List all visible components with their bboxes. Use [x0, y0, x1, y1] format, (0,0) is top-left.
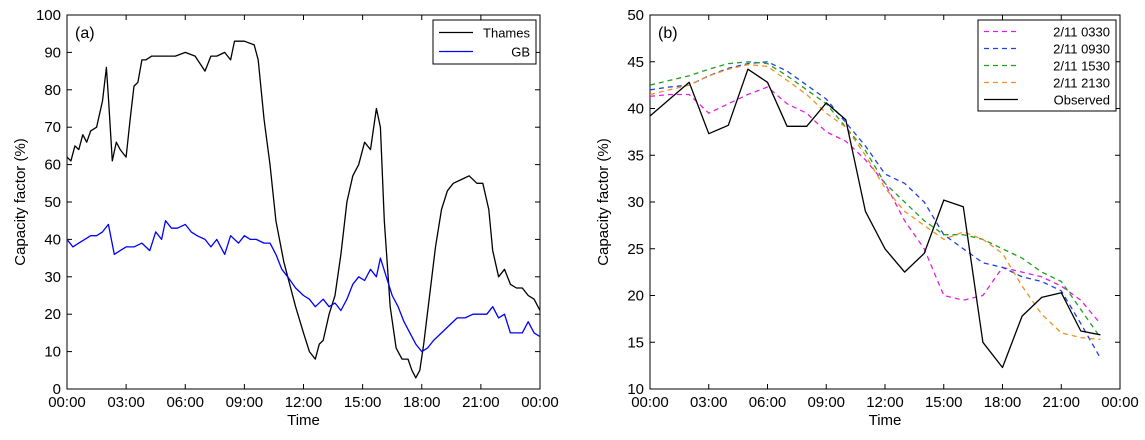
legend-entry-label: 2/11 0330	[1053, 25, 1110, 40]
x-tick-label: 09:00	[226, 394, 264, 411]
y-tick-label: 0	[53, 381, 61, 398]
y-axis-label: Capacity factor (%)	[595, 138, 612, 266]
x-tick-label: 03:00	[690, 394, 728, 411]
y-tick-label: 40	[44, 231, 61, 248]
legend-entry-label: Thames	[483, 26, 530, 41]
y-tick-label: 60	[44, 157, 61, 174]
x-tick-label: 18:00	[403, 394, 441, 411]
x-axis-label: Time	[287, 412, 320, 429]
x-tick-label: 12:00	[285, 394, 323, 411]
y-tick-label: 35	[627, 147, 644, 164]
x-tick-label: 00:00	[48, 394, 86, 411]
series-line-thames	[67, 40, 540, 379]
x-tick-label: 21:00	[462, 394, 500, 411]
legend-entry-label: Observed	[1054, 93, 1110, 108]
y-tick-label: 10	[44, 344, 61, 361]
x-tick-label: 03:00	[107, 394, 145, 411]
series-line-2-11-0330	[650, 86, 1101, 325]
x-tick-label: 00:00	[521, 394, 559, 411]
y-tick-label: 30	[627, 194, 644, 211]
legend-entry-label: 2/11 1530	[1053, 59, 1110, 74]
legend-entry-label: 2/11 0930	[1053, 42, 1110, 57]
legend: Thames GB	[432, 19, 537, 65]
y-tick-label: 20	[44, 306, 61, 323]
legend-box	[432, 19, 537, 65]
x-tick-label: 21:00	[1042, 394, 1080, 411]
y-tick-label: 40	[627, 101, 644, 118]
legend-entry-label: GB	[511, 45, 530, 60]
y-tick-label: 50	[627, 7, 644, 24]
y-tick-label: 30	[44, 269, 61, 286]
y-tick-label: 50	[44, 194, 61, 211]
series-line-gb	[67, 220, 540, 353]
panel-label: (b)	[658, 25, 678, 42]
x-tick-label: 09:00	[807, 394, 845, 411]
series-line-2-11-1530	[650, 61, 1101, 338]
x-tick-label: 06:00	[166, 394, 204, 411]
series-line-observed	[650, 68, 1101, 369]
chart-panel-2: 00:00 03:00 06:00 09:00 12:00 15:00 18:00 21:00…	[595, 7, 1139, 429]
legend: 2/11 0330 2/11 0930 2/11 1530 2/11 2130 Obse…	[977, 19, 1117, 112]
y-tick-label: 80	[44, 82, 61, 99]
y-tick-label: 20	[627, 288, 644, 305]
x-tick-label: 06:00	[749, 394, 787, 411]
x-tick-label: 00:00	[1101, 394, 1139, 411]
y-tick-label: 25	[627, 241, 644, 258]
legend-box	[977, 19, 1117, 112]
y-tick-label: 100	[36, 7, 61, 24]
y-tick-label: 90	[44, 44, 61, 61]
y-tick-label: 70	[44, 119, 61, 136]
legend-entry-label: 2/11 2130	[1053, 76, 1110, 91]
x-tick-label: 15:00	[344, 394, 382, 411]
y-tick-label: 15	[627, 334, 644, 351]
x-tick-label: 12:00	[866, 394, 904, 411]
series-lines	[650, 61, 1101, 369]
x-axis-label: Time	[869, 412, 902, 429]
y-tick-label: 10	[627, 381, 644, 398]
panel-label: (a)	[75, 25, 95, 42]
x-tick-label: 18:00	[984, 394, 1022, 411]
chart-panel-1: 00:00 03:00 06:00 09:00 12:00 15:00 18:00 21:00…	[12, 7, 559, 429]
x-tick-label: 15:00	[925, 394, 963, 411]
series-lines	[67, 40, 540, 379]
y-axis-label: Capacity factor (%)	[12, 138, 29, 266]
y-tick-label: 45	[627, 54, 644, 71]
x-tick-label: 00:00	[631, 394, 669, 411]
